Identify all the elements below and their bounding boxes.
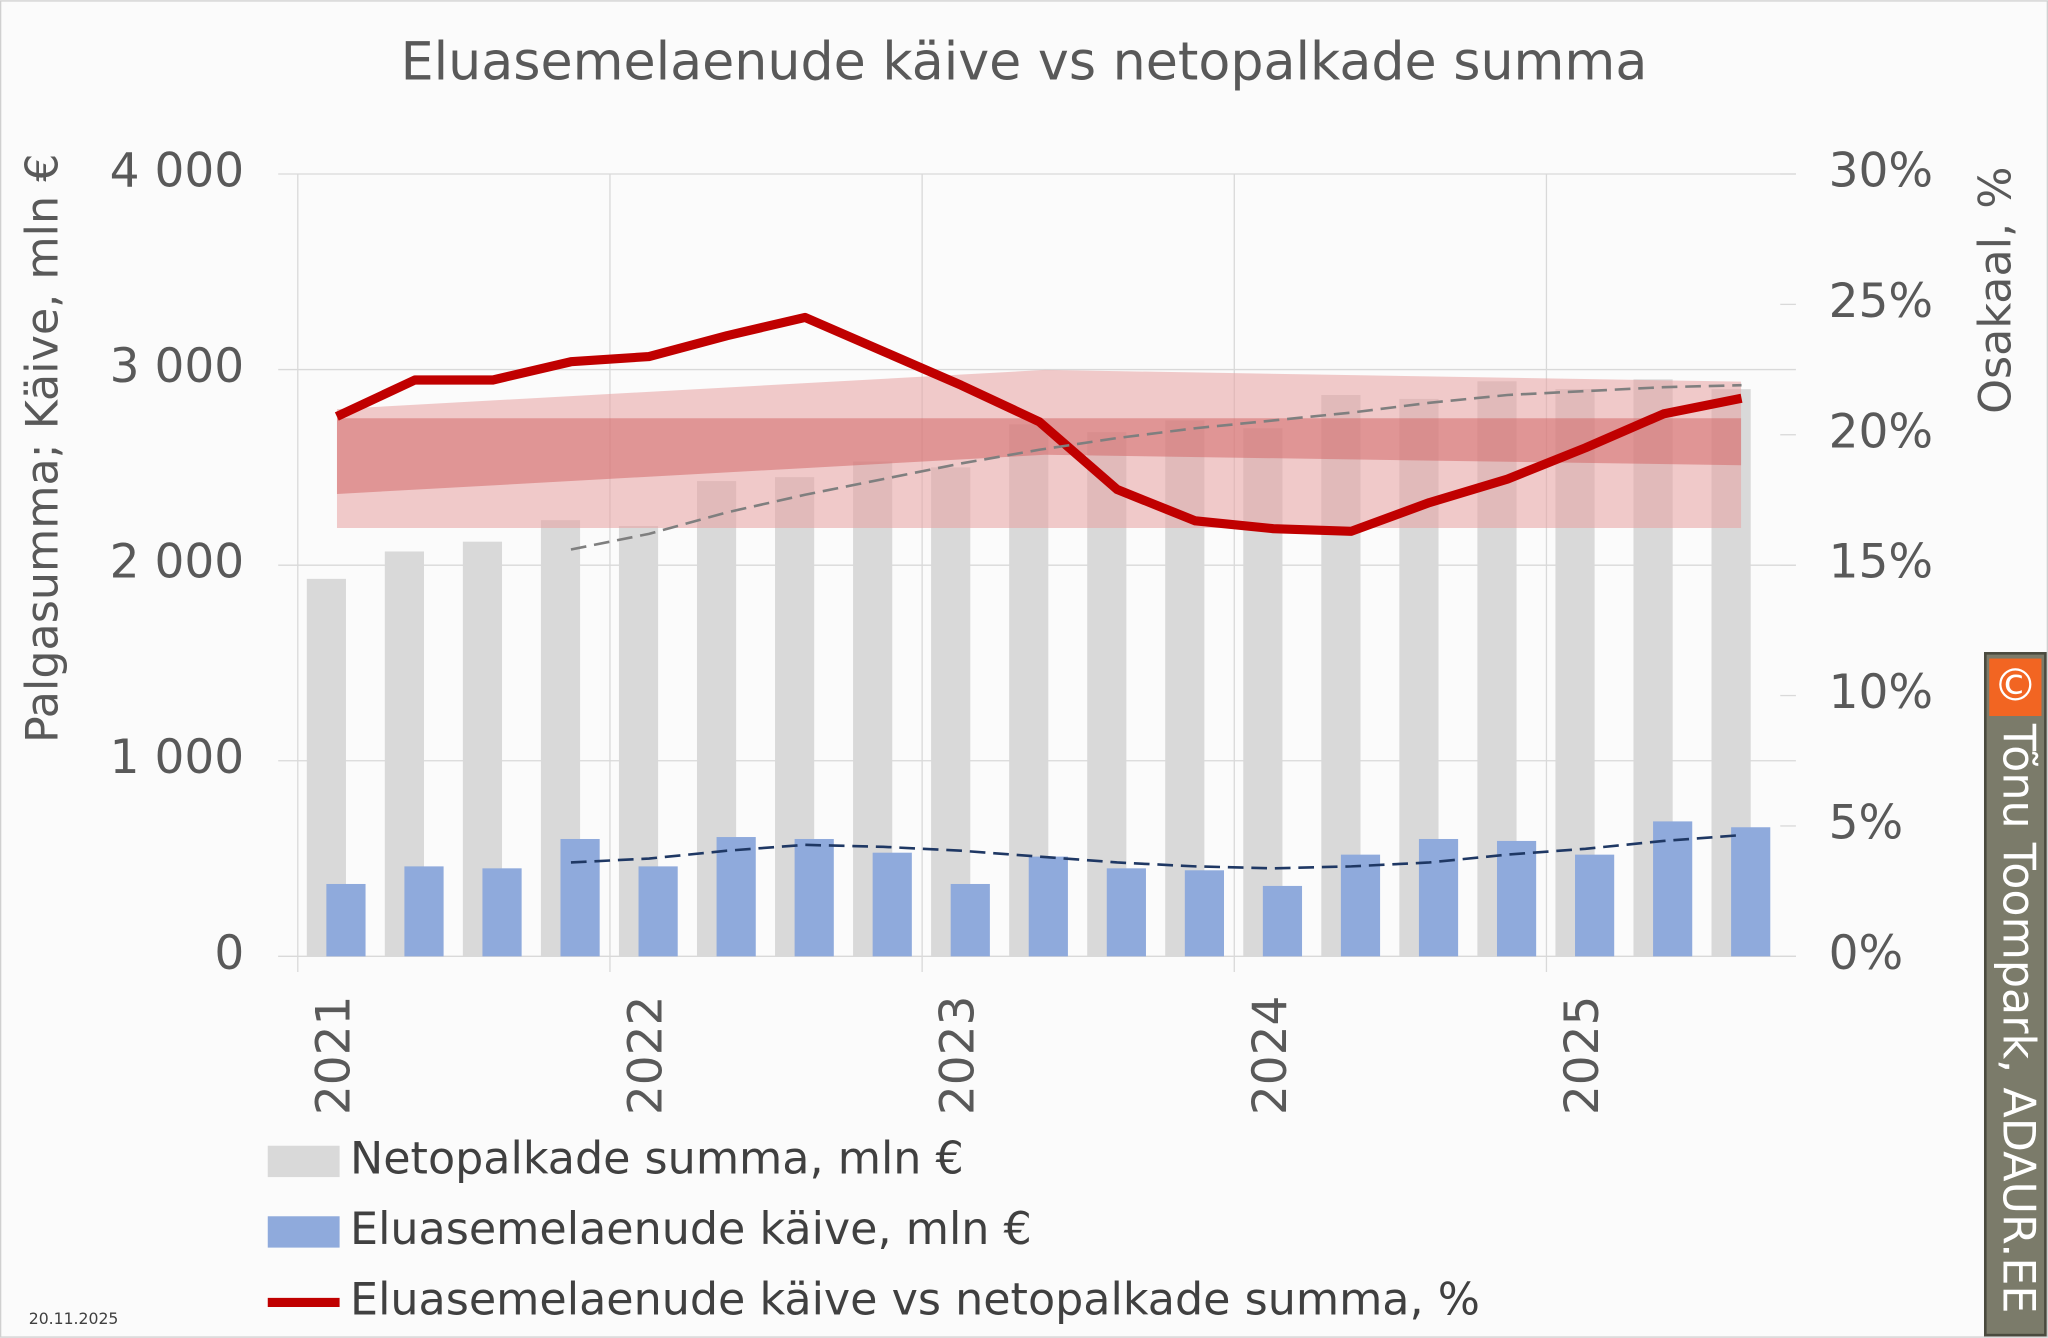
- lines: [334, 312, 1743, 870]
- y-tick-label: 3 000: [110, 339, 245, 394]
- x-tick-label: 2022: [618, 996, 673, 1116]
- legend-label: Netopalkade summa, mln €: [350, 1133, 964, 1184]
- bar: [638, 866, 678, 957]
- bar: [560, 838, 600, 957]
- bar: [872, 852, 912, 957]
- y-tick-label: 1 000: [110, 730, 245, 785]
- bar: [716, 837, 756, 957]
- copyright-bg: [1984, 652, 2047, 1337]
- bar: [1731, 827, 1771, 957]
- trend-line: [570, 833, 1742, 870]
- bar: [1496, 840, 1537, 957]
- y2-tick-label: 10%: [1829, 665, 1934, 720]
- y2-tick-label: 25%: [1829, 274, 1934, 329]
- copyright-badge: © Tõnu Toompark, ADAUR.EE: [1984, 652, 2047, 1337]
- date: 20.11.2025: [29, 1309, 119, 1328]
- y2-tick-label: 20%: [1829, 404, 1934, 459]
- bar: [1418, 838, 1459, 957]
- y2-tick-label: 0%: [1829, 926, 1904, 981]
- y2-tick-label: 5%: [1829, 795, 1904, 850]
- y-axis-title: Palgasumma; Käive, mln €: [18, 154, 69, 743]
- y2-tick-label: 15%: [1829, 535, 1934, 590]
- chart-title: Eluasemelaenude käive vs netopalkade sum…: [401, 33, 1648, 93]
- bar: [794, 838, 834, 957]
- y-tick-label: 4 000: [110, 143, 245, 198]
- legend-label: Eluasemelaenude käive, mln €: [350, 1204, 1032, 1255]
- bar: [1262, 885, 1303, 957]
- bar: [1028, 856, 1068, 957]
- bar: [482, 868, 522, 957]
- x-tick-label: 2023: [931, 996, 986, 1116]
- legend: Netopalkade summa, mln € Eluasemelaenude …: [267, 1133, 1480, 1325]
- x-tick-label: 2024: [1243, 996, 1298, 1116]
- y-tick-label: 0: [214, 926, 244, 981]
- bar: [1653, 821, 1693, 957]
- bar: [326, 883, 366, 957]
- bar: [1575, 854, 1615, 957]
- bar: [404, 866, 444, 957]
- legend-label: Eluasemelaenude käive vs netopalkade sum…: [350, 1274, 1480, 1325]
- bar: [950, 883, 990, 957]
- y2-tick-label: 30%: [1829, 143, 1934, 198]
- bar: [931, 467, 971, 957]
- copyright-text: Tõnu Toompark, ADAUR.EE: [1992, 723, 2043, 1314]
- bar: [1106, 868, 1146, 957]
- y2-axis-title: Osakaal, %: [1970, 167, 2021, 414]
- legend-swatch: [267, 1216, 340, 1248]
- x-tick-label: 2025: [1555, 996, 1610, 1116]
- copyright-icon-bg: [1989, 658, 2042, 717]
- bar: [1340, 854, 1381, 957]
- bar: [1184, 870, 1224, 957]
- y-tick-label: 2 000: [110, 535, 245, 590]
- x-tick-label: 2021: [306, 996, 361, 1116]
- trend-line: [570, 383, 1742, 551]
- copyright-symbol: ©: [1993, 661, 2037, 712]
- line: [334, 312, 1743, 536]
- legend-swatch: [267, 1145, 340, 1178]
